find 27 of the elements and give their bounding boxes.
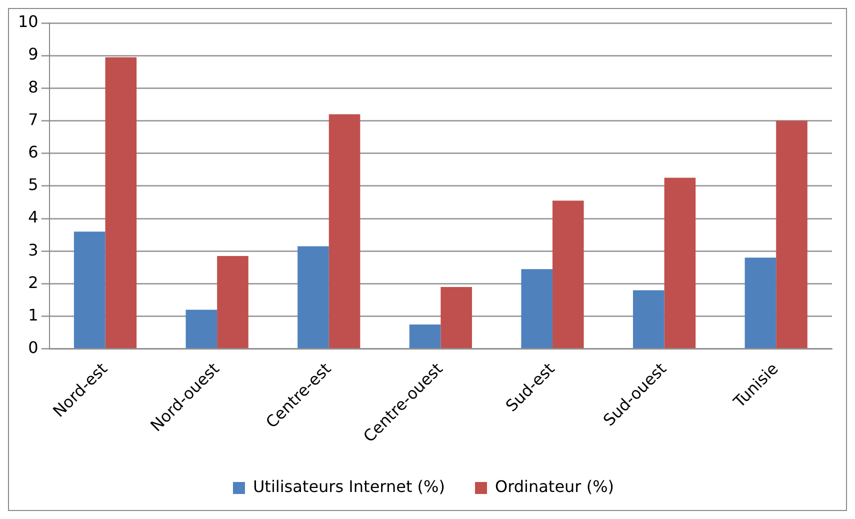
bar (521, 269, 552, 348)
y-tick-label: 10 (18, 12, 38, 32)
bar (217, 256, 248, 348)
bar (105, 57, 137, 348)
y-tick-label: 2 (28, 272, 38, 292)
y-tick-label: 7 (28, 110, 38, 129)
bar (744, 258, 776, 348)
bar (776, 120, 808, 348)
bar (440, 286, 472, 348)
y-tick-label: 1 (28, 305, 38, 324)
y-tick-label: 3 (28, 240, 38, 260)
y-tick-label: 5 (28, 175, 38, 194)
legend-label: Ordinateur (%) (494, 477, 614, 496)
bar (186, 310, 218, 348)
bar (328, 114, 360, 348)
bar (664, 178, 696, 348)
y-tick-label: 4 (28, 208, 38, 227)
bar (298, 246, 329, 348)
bar (74, 232, 106, 348)
y-tick-label: 6 (28, 142, 38, 162)
y-tick-label: 9 (28, 44, 38, 64)
y-tick-label: 8 (28, 77, 38, 96)
legend-label: Utilisateurs Internet (%) (252, 477, 445, 496)
y-tick-label: 0 (28, 338, 38, 358)
bar (552, 200, 584, 348)
bar (632, 290, 664, 348)
bar (409, 324, 441, 348)
